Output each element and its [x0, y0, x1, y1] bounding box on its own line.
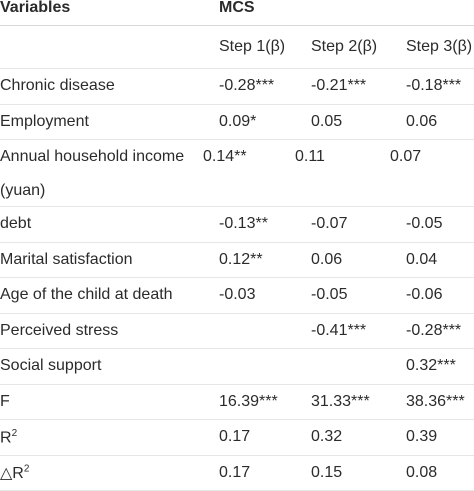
table-row: Annual household income (yuan) 0.14** 0.… [0, 140, 474, 207]
step-2-value: 0.06 [311, 251, 406, 269]
step-1-value: 0.12** [216, 251, 311, 269]
row-label: Social support [0, 357, 216, 375]
row-label: R2 [0, 428, 216, 447]
row-label: F [0, 393, 216, 411]
step-3-value: 0.07 [390, 140, 458, 166]
row-label: Chronic disease [0, 77, 216, 95]
row-label: Marital satisfaction [0, 251, 216, 269]
step-3-value: 0.06 [406, 113, 474, 131]
step-2-value: -0.41*** [311, 322, 406, 340]
table-row: △R2 0.17 0.15 0.08 [0, 456, 474, 491]
step-1-value: 0.17 [216, 464, 311, 482]
row-label: debt [0, 215, 216, 233]
row-label: △R2 [0, 463, 216, 483]
step-1-value: -0.03 [216, 286, 311, 304]
mcs-header: MCS [216, 0, 311, 17]
row-label: Employment [0, 113, 216, 131]
variables-header: Variables [0, 0, 216, 17]
step-2-value: -0.21*** [311, 77, 406, 95]
step-1-value: -0.28*** [216, 77, 311, 95]
row-label: Annual household income (yuan) [0, 140, 200, 206]
step-header-row: Step 1(β) Step 2(β) Step 3(β) [0, 26, 474, 69]
step-3-value: 0.08 [406, 464, 474, 482]
table-row: Employment 0.09* 0.05 0.06 [0, 105, 474, 141]
step-3-header: Step 3(β) [406, 38, 474, 56]
table-row: Perceived stress -0.41*** -0.28*** [0, 314, 474, 350]
table-row: Marital satisfaction 0.12** 0.06 0.04 [0, 243, 474, 279]
step-1-value: 16.39*** [216, 393, 311, 411]
step-1-value: 0.17 [216, 428, 311, 446]
step-1-value: 0.09* [216, 113, 311, 131]
step-3-value: -0.18*** [406, 77, 474, 95]
step-3-value: 0.32*** [406, 357, 474, 375]
step-1-value: -0.13** [216, 215, 311, 233]
step-3-value: 0.04 [406, 251, 474, 269]
table-header-row: Variables MCS [0, 0, 474, 26]
step-2-value: 0.15 [311, 464, 406, 482]
superscript-two: 2 [24, 463, 30, 474]
row-label: Perceived stress [0, 322, 216, 340]
r-squared-label: R [0, 429, 12, 446]
delta-r-squared-label: △R [0, 465, 24, 482]
step-2-value: 0.05 [311, 113, 406, 131]
table-row: Chronic disease -0.28*** -0.21*** -0.18*… [0, 69, 474, 105]
row-label: Age of the child at death [0, 286, 216, 304]
superscript-two: 2 [12, 428, 18, 439]
step-3-value: 0.39 [406, 428, 474, 446]
table-row: Social support 0.32*** [0, 349, 474, 385]
step-2-header: Step 2(β) [311, 38, 406, 56]
step-1-header: Step 1(β) [216, 38, 311, 56]
step-2-value: 0.11 [295, 140, 390, 166]
step-2-value: 31.33*** [311, 393, 406, 411]
step-3-value: -0.28*** [406, 322, 474, 340]
step-2-value: -0.05 [311, 286, 406, 304]
table-row: Age of the child at death -0.03 -0.05 -0… [0, 278, 474, 314]
step-2-value: 0.32 [311, 428, 406, 446]
step-3-value: -0.05 [406, 215, 474, 233]
step-3-value: 38.36*** [406, 393, 474, 411]
step-1-value: 0.14** [200, 140, 295, 166]
table-row: F 16.39*** 31.33*** 38.36*** [0, 385, 474, 421]
step-3-value: -0.06 [406, 286, 474, 304]
step-2-value: -0.07 [311, 215, 406, 233]
table-row: R2 0.17 0.32 0.39 [0, 420, 474, 456]
table-row: debt -0.13** -0.07 -0.05 [0, 207, 474, 243]
